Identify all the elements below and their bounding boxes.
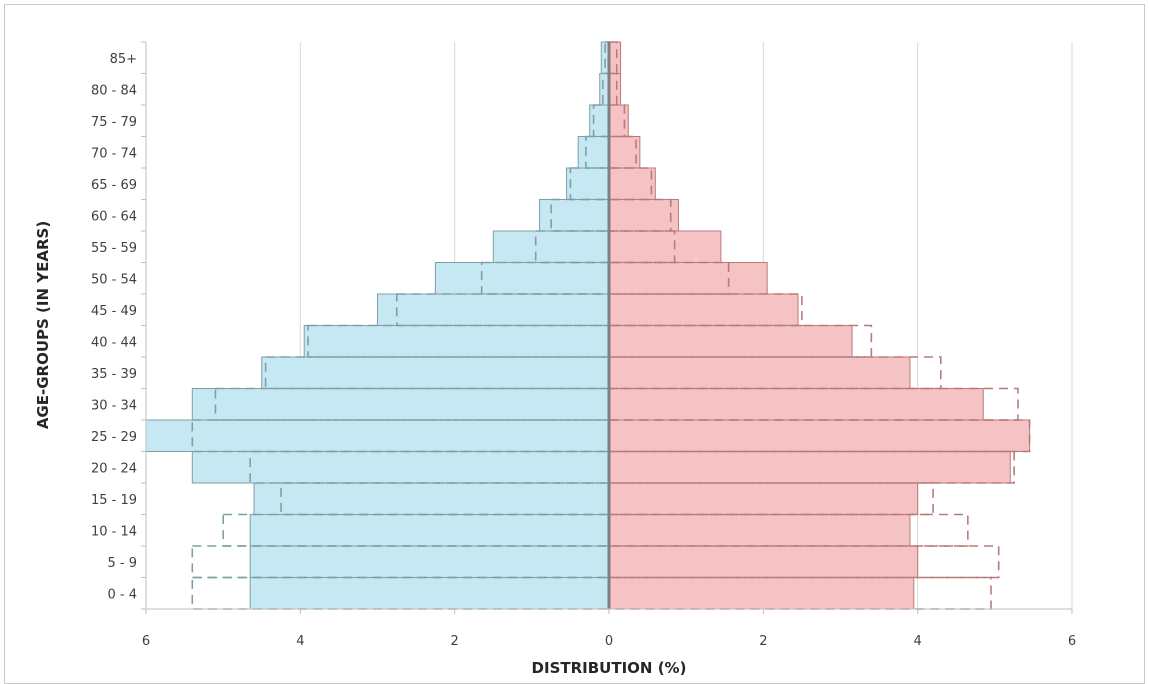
y-tick-label: 35 - 39: [91, 367, 137, 382]
right-filled-bar: [608, 451, 1011, 484]
y-tick-label: 65 - 69: [91, 178, 137, 193]
y-tick-label: 85+: [110, 52, 137, 67]
x-tick-label: 2: [759, 634, 767, 649]
y-tick-label: 15 - 19: [91, 493, 137, 508]
right-filled-bar: [608, 199, 679, 232]
y-tick-label: 55 - 59: [91, 241, 137, 256]
y-tick-label: 20 - 24: [91, 461, 137, 476]
x-tick-label: 6: [142, 634, 150, 649]
right-filled-bar: [608, 325, 853, 358]
left-filled-bar: [191, 388, 610, 421]
left-filled-bar: [566, 167, 610, 200]
left-filled-bar: [577, 136, 610, 169]
right-filled-bar: [608, 41, 622, 74]
right-filled-bar: [608, 388, 984, 421]
left-filled-bar: [249, 514, 610, 547]
y-tick-label: 10 - 14: [91, 524, 137, 539]
right-filled-bar: [608, 514, 911, 547]
left-filled-bar: [589, 104, 610, 137]
y-tick-label: 60 - 64: [91, 209, 137, 224]
axes: [141, 41, 1073, 614]
right-dashed-bar: [608, 387, 1019, 421]
left-filled-bar: [145, 419, 610, 452]
y-tick-labels: 0 - 4 5 - 9 10 - 14 15 - 19 20 - 24 25 - 29 30…: [91, 52, 137, 603]
x-tick-label: 4: [914, 634, 922, 649]
y-tick-label: 40 - 44: [91, 335, 137, 350]
left-filled-bar: [191, 451, 610, 484]
y-tick-label: 50 - 54: [91, 272, 137, 287]
right-filled-bar: [608, 293, 799, 326]
left-dashed-bar: [222, 513, 610, 547]
x-axis-title: DISTRIBUTION (%): [532, 659, 687, 677]
right-filled-bar: [608, 577, 915, 610]
x-tick-label: 0: [605, 634, 613, 649]
y-tick-label: 0 - 4: [108, 587, 138, 602]
left-filled-bar: [261, 356, 610, 389]
right-dashed-bar: [608, 293, 803, 327]
y-tick-label: 45 - 49: [91, 304, 137, 319]
right-filled-bar: [608, 104, 629, 137]
right-filled-bar: [608, 230, 722, 263]
left-dashed-bar: [264, 356, 610, 390]
y-tick-label: 75 - 79: [91, 115, 137, 130]
left-filled-bar: [249, 577, 610, 610]
left-filled-bar: [377, 293, 610, 326]
right-filled-bar: [608, 419, 1031, 452]
x-tick-labels: 6 4 2 0 2 4 6: [142, 634, 1076, 649]
left-dashed-bar: [569, 167, 610, 201]
x-tick-label: 4: [296, 634, 304, 649]
right-filled-bar: [608, 262, 768, 295]
y-tick-label: 30 - 34: [91, 398, 137, 413]
x-tick-label: 6: [1068, 634, 1076, 649]
right-filled-bar: [608, 482, 919, 515]
y-tick-label: 70 - 74: [91, 146, 137, 161]
left-filled-bar: [492, 230, 610, 263]
left-filled-bar: [249, 545, 610, 578]
y-axis-title: AGE-GROUPS (IN YEARS): [34, 221, 52, 429]
left-filled-bar: [253, 482, 610, 515]
right-filled-bar: [608, 545, 919, 578]
left-filled-bar: [303, 325, 610, 358]
y-tick-label: 80 - 84: [91, 83, 137, 98]
filled-bars: [145, 41, 1031, 610]
right-filled-bar: [608, 356, 911, 389]
left-filled-bar: [434, 262, 610, 295]
x-tick-label: 2: [451, 634, 459, 649]
right-filled-bar: [608, 73, 622, 106]
y-tick-label: 5 - 9: [108, 556, 138, 571]
left-filled-bar: [539, 199, 610, 232]
right-filled-bar: [608, 167, 656, 200]
y-tick-label: 25 - 29: [91, 430, 137, 445]
